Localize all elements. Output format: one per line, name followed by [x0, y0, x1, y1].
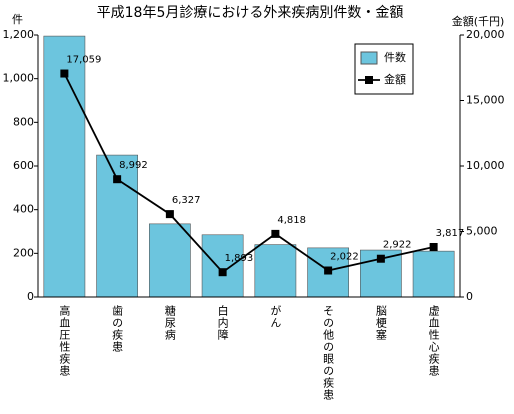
- marker: [324, 266, 333, 275]
- data-label: 1,893: [225, 253, 254, 264]
- marker: [218, 268, 227, 277]
- marker: [429, 242, 438, 251]
- x-tick-label: 虚血性心疾患: [427, 305, 440, 377]
- y2-tick-label: 0: [466, 290, 473, 303]
- y-tick-label: 0: [27, 290, 34, 303]
- y-axis-label: 件: [12, 13, 23, 26]
- y-tick-label: 1,000: [3, 72, 35, 85]
- chart-title: 平成18年5月診療における外来疾病別件数・金額: [97, 4, 404, 21]
- marker: [60, 69, 69, 78]
- y-tick-label: 400: [13, 203, 34, 216]
- legend-swatch: [365, 76, 373, 84]
- bar: [412, 250, 455, 298]
- x-tick-label: 白内障: [216, 304, 229, 341]
- bar: [43, 35, 86, 298]
- y2-tick-label: 10,000: [466, 159, 505, 172]
- y2-tick-label: 5,000: [466, 225, 498, 238]
- bar: [201, 234, 244, 298]
- y2-axis-label: 金額(千円): [452, 14, 505, 28]
- marker: [165, 210, 174, 219]
- data-label: 6,327: [172, 195, 201, 206]
- y2-tick-label: 20,000: [466, 28, 505, 41]
- marker: [376, 254, 385, 263]
- data-label: 8,992: [119, 160, 148, 171]
- data-label: 2,922: [383, 240, 412, 251]
- marker: [113, 175, 122, 184]
- legend-swatch: [360, 51, 378, 65]
- line: [63, 73, 434, 274]
- bar: [149, 223, 191, 298]
- x-tick-label: 歯の疾患: [111, 305, 124, 353]
- x-tick-label: その他の眼の疾患: [322, 305, 335, 401]
- marker: [271, 229, 280, 238]
- data-label: 2,022: [330, 252, 359, 263]
- y-tick-label: 200: [13, 246, 34, 259]
- x-tick-label: 脳梗塞: [374, 305, 387, 341]
- y2-tick-label: 15,000: [466, 94, 505, 107]
- x-tick-label: がん: [269, 305, 282, 329]
- data-label: 4,818: [277, 215, 306, 226]
- x-tick-label: 高血圧性疾患: [58, 304, 71, 377]
- data-label: 3,817: [436, 228, 465, 239]
- x-tick-label: 糖尿病: [163, 304, 176, 341]
- bar: [307, 247, 349, 298]
- data-label: 17,059: [66, 55, 101, 66]
- legend-label: 金額: [384, 72, 406, 86]
- y-tick-label: 1,200: [3, 28, 35, 41]
- bar: [254, 244, 297, 298]
- legend-label: 件数: [384, 51, 406, 64]
- y-tick-label: 600: [13, 159, 34, 172]
- y-tick-label: 800: [13, 115, 34, 128]
